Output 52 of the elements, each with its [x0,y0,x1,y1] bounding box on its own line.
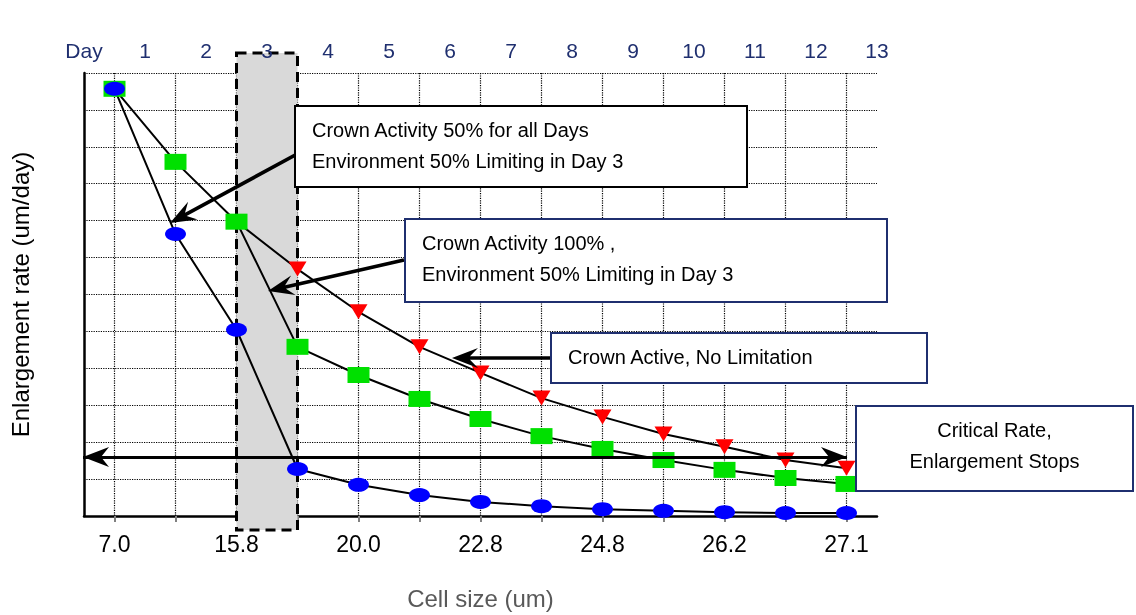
x-tick-label: 26.2 [702,530,747,557]
x2-tick-label: 1 [139,39,151,62]
point [347,367,370,384]
x-tick-label: 20.0 [336,530,381,557]
point [408,390,431,407]
point [164,153,187,170]
x2-tick-label: 11 [744,39,766,62]
x2-tick-label: 9 [627,39,639,62]
x2-tick-label: 13 [865,39,889,62]
point [531,499,552,514]
x2-tick-label: 6 [444,39,456,62]
x-tick-label: 7.0 [98,530,131,557]
point [349,304,368,320]
x2-tick-label: 7 [505,39,517,62]
point [532,390,551,406]
x-axis-title: Cell size (um) [407,584,554,612]
point [654,426,673,442]
point [653,503,674,518]
point [409,488,430,503]
x-tick-label: 15.8 [214,530,259,557]
x2-tick-label: 5 [383,39,395,62]
x2-tick-label: 12 [804,39,828,62]
point [592,502,613,517]
y-axis-title: Enlargement rate (um/day) [6,151,34,438]
point [469,411,492,428]
x2-tick-label: 8 [566,39,578,62]
point [713,461,736,478]
point [774,469,797,486]
point [715,439,734,455]
x2-tick-label: 3 [261,39,273,62]
x2-tick-label: 2 [200,39,212,62]
x-tick-label: 24.8 [580,530,625,557]
point [471,365,490,381]
x2-tick-label: Day [65,39,104,62]
x-tick-label: 22.8 [458,530,503,557]
x2-tick-label: 10 [682,39,706,62]
point [288,261,307,277]
x2-tick-label: 4 [322,39,335,62]
point [836,506,857,521]
point [286,338,309,355]
point [165,227,186,242]
point [530,428,553,445]
point [348,477,369,492]
point [593,409,612,425]
x-tick-label: 27.1 [824,530,869,557]
point [226,322,247,337]
point [837,460,856,476]
point [470,494,491,509]
point [775,506,796,521]
point [591,440,614,457]
point [410,339,429,355]
point [714,505,735,520]
